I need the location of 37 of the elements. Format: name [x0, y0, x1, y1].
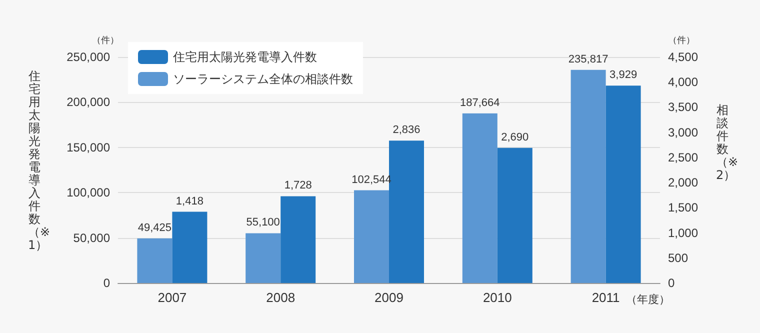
text: （年度） [626, 292, 670, 307]
data-label: 3,929 [610, 69, 638, 82]
x-tick-label: 2009 [374, 290, 404, 305]
data-label: 2,836 [392, 124, 420, 136]
y2-tick-label: 1,500 [668, 200, 698, 215]
y2-tick-label: 0 [668, 276, 675, 290]
y2-tick-label: 500 [668, 250, 688, 265]
x-tick-label: 2008 [266, 290, 296, 305]
y2-tick-label: 3,000 [668, 125, 698, 140]
y2-tick-label: 2,000 [668, 176, 698, 190]
y2-tick-label: 3,500 [668, 100, 698, 114]
data-label: 49,425 [138, 222, 172, 234]
data-label: 1,728 [284, 180, 312, 192]
data-label: 2,690 [501, 131, 529, 144]
data-label: 1,418 [176, 195, 204, 208]
y2-axis-title: 相談件数（※2） [716, 103, 738, 182]
legend-label: 住宅用太陽光発電導入件数 [172, 50, 317, 64]
y-tick-label: 150,000 [66, 140, 110, 154]
text: （件） [668, 34, 695, 47]
y2-tick-label: 1,000 [668, 226, 698, 240]
y-tick-label: 250,000 [66, 50, 110, 64]
y2-tick-label: 4,000 [668, 75, 698, 90]
data-label: 55,100 [246, 216, 280, 229]
x-tick-label: 2007 [158, 290, 187, 305]
data-label: 235,817 [568, 53, 608, 66]
data-label: 187,664 [460, 96, 500, 109]
y-tick-label: 50,000 [73, 230, 110, 245]
x-tick-label: 2011 [592, 290, 620, 305]
text: 住宅用太陽光発電導入件数（※1） [28, 69, 50, 252]
x-tick-label: 2010 [482, 290, 512, 305]
y-tick-label: 200,000 [66, 95, 110, 110]
legend-label: ソーラーシステム全体の相談件数 [173, 72, 353, 86]
text: （件） [92, 34, 119, 47]
y2-tick-label: 2,500 [668, 150, 698, 164]
y-tick-label: 0 [103, 276, 110, 290]
y-tick-label: 100,000 [66, 186, 110, 200]
y2-tick-label: 4,500 [668, 50, 698, 64]
